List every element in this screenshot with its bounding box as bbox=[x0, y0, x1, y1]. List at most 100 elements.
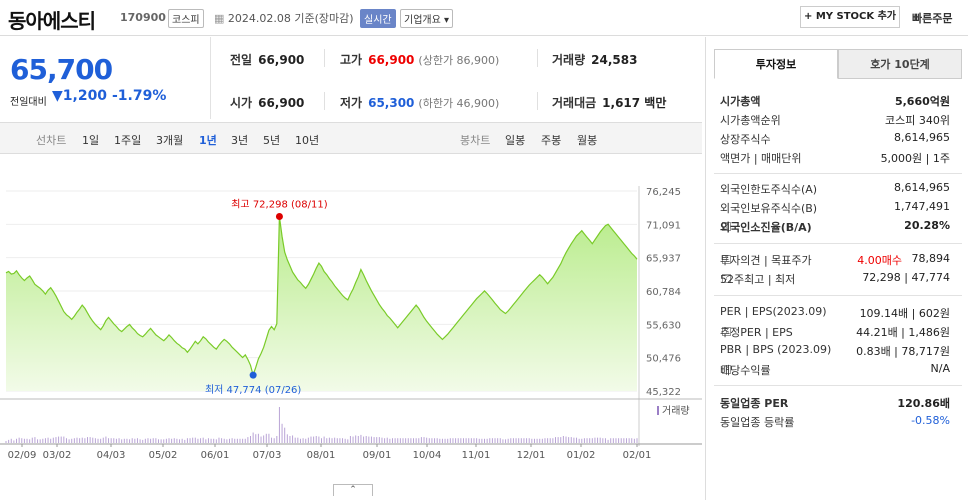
open-label: 시가 bbox=[230, 96, 253, 110]
period-10y[interactable]: 10년 bbox=[295, 134, 320, 147]
volume-bar bbox=[189, 438, 191, 443]
volume-bar bbox=[628, 438, 630, 443]
volume-bar bbox=[594, 437, 596, 443]
volume-bar bbox=[415, 438, 417, 443]
volume-bar bbox=[194, 437, 196, 443]
volume-bar bbox=[73, 438, 75, 443]
volume-bar bbox=[226, 439, 228, 443]
info-row-label: 외국인소진율(B/A) bbox=[720, 221, 812, 234]
company-overview-dropdown[interactable]: 기업개요 ▾ bbox=[400, 9, 454, 28]
volume-bar bbox=[565, 436, 567, 443]
volume-bar bbox=[462, 438, 464, 443]
low-marker bbox=[249, 371, 257, 379]
info-row-label: 배당수익률 bbox=[720, 364, 771, 377]
collapse-chart-button[interactable]: ⌃ bbox=[333, 484, 373, 496]
volume-bar bbox=[26, 438, 28, 443]
period-5y[interactable]: 5년 bbox=[263, 134, 281, 147]
volume-bar bbox=[363, 436, 365, 443]
x-tick-label: 01/02 bbox=[567, 450, 596, 461]
volume-bar bbox=[200, 438, 202, 443]
volume-bar bbox=[484, 438, 486, 443]
volume-bar bbox=[423, 437, 425, 443]
info-row: PER | EPS(2023.09) 109.14배 | 602원 bbox=[720, 305, 950, 324]
x-tick-label: 02/01 bbox=[623, 450, 652, 461]
low-price: 저가 65,300 (하한가 46,900) bbox=[340, 94, 499, 111]
high-value: 66,900 bbox=[368, 53, 415, 67]
calendar-icon: ▦ bbox=[214, 12, 228, 25]
volume-bar bbox=[420, 437, 422, 443]
volume-bar bbox=[307, 437, 309, 443]
volume-bar bbox=[510, 438, 512, 443]
candle-weekly[interactable]: 주봉 bbox=[541, 134, 562, 147]
volume: 거래량 24,583 bbox=[552, 51, 637, 68]
volume-bar bbox=[18, 437, 20, 443]
volume-bar bbox=[618, 438, 620, 443]
volume-bar bbox=[349, 436, 351, 443]
help-icon[interactable]: ? bbox=[722, 327, 731, 336]
volume-bar bbox=[533, 438, 535, 443]
volume-bar bbox=[370, 436, 372, 443]
volume-bar bbox=[599, 437, 601, 443]
volume-bar bbox=[79, 438, 81, 443]
prev-value: 66,900 bbox=[258, 53, 305, 67]
volume-bar bbox=[378, 437, 380, 443]
volume-bar bbox=[410, 438, 412, 443]
volume-bar bbox=[47, 437, 49, 443]
volume-bar bbox=[552, 438, 554, 443]
tab-hoga-10[interactable]: 호가 10단계 bbox=[838, 49, 962, 79]
volume-bar bbox=[625, 438, 627, 443]
volume-bar bbox=[23, 438, 25, 443]
volume-bar bbox=[92, 437, 94, 443]
volume-bar bbox=[84, 438, 86, 443]
volume-bar bbox=[115, 438, 117, 443]
help-icon[interactable]: ? bbox=[722, 255, 731, 264]
info-row-label: 상장주식수 bbox=[720, 133, 771, 146]
volume-bar bbox=[228, 438, 230, 443]
volume-bar bbox=[223, 438, 225, 443]
x-tick-label: 11/01 bbox=[462, 450, 491, 461]
volume-bar bbox=[268, 433, 270, 443]
volume-bar bbox=[234, 438, 236, 443]
volume-bar bbox=[284, 427, 286, 443]
help-icon[interactable]: ? bbox=[722, 365, 731, 374]
volume-bar bbox=[615, 438, 617, 443]
volume-bar bbox=[94, 438, 96, 443]
period-3y[interactable]: 3년 bbox=[231, 134, 249, 147]
volume-bar bbox=[197, 438, 199, 443]
open-price: 시가 66,900 bbox=[230, 94, 304, 111]
volume-bar bbox=[60, 436, 62, 443]
quick-order-button[interactable]: 빠른주문 bbox=[912, 12, 953, 25]
x-tick-label: 09/01 bbox=[363, 450, 392, 461]
volume-bar bbox=[126, 438, 128, 443]
price-chart[interactable]: 76,245 71,091 65,937 60,784 55,630 50,476 45,3… bbox=[0, 156, 702, 496]
period-3m[interactable]: 3개월 bbox=[156, 134, 184, 147]
realtime-tag[interactable]: 실시간 bbox=[360, 9, 396, 28]
candle-monthly[interactable]: 월봉 bbox=[577, 134, 598, 147]
volume-bar bbox=[397, 438, 399, 443]
volume-bar bbox=[336, 438, 338, 443]
price-panel: 65,700 전일대비 ▼1,200 -1.79% bbox=[0, 37, 211, 119]
volume-bar bbox=[271, 437, 273, 443]
invest-info-panel: 투자정보 호가 10단계 시가총액 5,660억원 시가총액순위 코스피 340위 상장… bbox=[705, 37, 968, 500]
add-mystock-button[interactable]: + MY STOCK 추가 bbox=[800, 6, 900, 28]
tab-invest-info[interactable]: 투자정보 bbox=[714, 49, 838, 79]
volume-bar bbox=[205, 439, 207, 443]
period-1w[interactable]: 1주일 bbox=[114, 134, 142, 147]
volume-bar bbox=[297, 437, 299, 443]
volume-bar bbox=[360, 434, 362, 443]
volume-bar bbox=[168, 438, 170, 443]
volume-bar bbox=[221, 438, 223, 443]
help-icon[interactable]: ? bbox=[722, 222, 731, 231]
volume-bar bbox=[160, 439, 162, 443]
volume-bar bbox=[173, 438, 175, 443]
period-1d[interactable]: 1일 bbox=[82, 134, 100, 147]
volume-bar bbox=[139, 439, 141, 443]
help-icon[interactable]: ? bbox=[722, 274, 731, 283]
period-1y[interactable]: 1년 bbox=[199, 134, 217, 147]
candle-daily[interactable]: 일봉 bbox=[505, 134, 526, 147]
volume-bar bbox=[87, 437, 89, 443]
volume-value: 24,583 bbox=[591, 53, 638, 67]
x-tick-label: 05/02 bbox=[149, 450, 178, 461]
volume-bar bbox=[549, 438, 551, 443]
price-area bbox=[6, 216, 637, 391]
